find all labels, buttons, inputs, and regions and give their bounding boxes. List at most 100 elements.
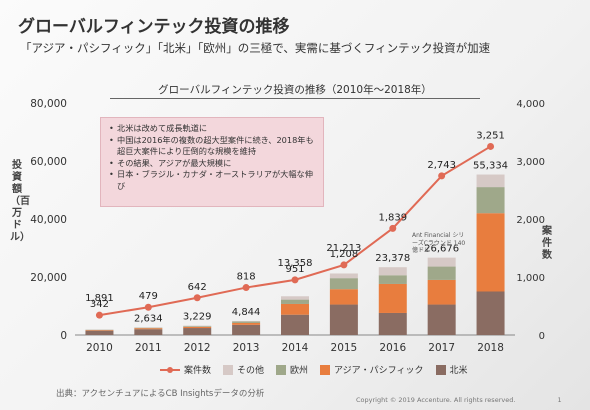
x-tick-label: 2010 xyxy=(86,342,113,354)
y2-tick-label: 4,000 xyxy=(516,99,545,110)
bar-segment xyxy=(281,299,309,304)
y-axis-label-left: 投資額（百万ドル） xyxy=(10,160,30,243)
copyright-text: Copyright © 2019 Accenture. All rights r… xyxy=(356,396,516,404)
bar-segment xyxy=(378,283,407,313)
y2-tick-label: 1,000 xyxy=(516,273,545,284)
deals-point xyxy=(242,284,250,292)
bar-segment xyxy=(281,303,309,315)
y-axis-label-right: 案件数 xyxy=(542,226,552,261)
total-data-label: 3,229 xyxy=(183,312,212,323)
source-note: 出典：アクセンチュアによるCB Insightsデータの分析 xyxy=(56,389,265,399)
deals-point xyxy=(340,261,348,269)
bar-segment xyxy=(85,330,114,335)
bar-segment xyxy=(232,324,261,335)
legend-label: 案件数 xyxy=(184,366,212,376)
x-tick-label: 2015 xyxy=(331,342,358,354)
y-tick-label: 60,000 xyxy=(30,156,67,168)
callout-item: 中国は2016年の複数の超大型案件に続き、2018年も超巨大案件により圧倒的な規… xyxy=(109,135,315,158)
total-data-label: 26,676 xyxy=(424,244,459,255)
total-data-label: 2,634 xyxy=(134,313,163,324)
deals-data-label: 3,251 xyxy=(476,130,505,141)
legend-item-deals: 案件数 xyxy=(160,363,211,376)
x-tick-label: 2018 xyxy=(477,342,504,354)
deals-point xyxy=(193,294,201,302)
callout-item: 北米は改めて成長軌道に xyxy=(109,123,315,135)
bar-segment xyxy=(183,326,212,329)
callout-box: 北米は改めて成長軌道に 中国は2016年の複数の超大型案件に続き、2018年も超… xyxy=(100,117,324,207)
bar-segment xyxy=(85,330,114,331)
x-tick-label: 2012 xyxy=(184,342,211,354)
x-tick-label: 2016 xyxy=(379,342,406,354)
deals-data-label: 951 xyxy=(285,264,304,275)
x-tick-label: 2017 xyxy=(428,342,455,354)
deals-data-label: 1,208 xyxy=(330,249,359,260)
bar-segment xyxy=(427,266,456,280)
legend-swatch xyxy=(435,364,446,375)
bar-segment xyxy=(378,275,407,284)
page-title: グローバルフィンテック投資の推移 xyxy=(18,17,290,37)
legend-item-europe: 欧州 xyxy=(276,363,308,376)
bar-segment xyxy=(476,187,505,214)
legend: 案件数 その他 欧州 アジア・パシフィック 北米 xyxy=(160,363,480,376)
bar-annotation: Ant Financial シリーズCラウンド 140億ドル xyxy=(412,232,466,254)
bar-segment xyxy=(427,257,456,267)
deals-data-label: 642 xyxy=(188,282,207,293)
bar-segment xyxy=(232,321,261,323)
page-subtitle: 「アジア・パシフィック」「北米」「欧州」の三極で、実需に基づくフィンテック投資が… xyxy=(20,41,491,55)
legend-swatch xyxy=(223,364,234,375)
deals-data-label: 818 xyxy=(237,272,256,283)
legend-label: 北米 xyxy=(449,366,468,376)
deals-point xyxy=(438,172,446,180)
bar-segment xyxy=(281,296,309,300)
bar-segment xyxy=(232,322,261,325)
bar-segment xyxy=(134,329,163,335)
bar-segment xyxy=(232,320,261,322)
bar-segment xyxy=(134,328,163,330)
callout-item: 日本・ブラジル・カナダ・オーストラリアが大幅な伸び xyxy=(109,169,315,192)
bar-segment xyxy=(378,312,407,335)
deals-point xyxy=(144,303,152,311)
y2-tick-label: 0 xyxy=(539,331,545,342)
legend-label: 欧州 xyxy=(290,366,309,376)
copyright: Copyright © 2019 Accenture. All rights r… xyxy=(356,396,562,404)
y2-tick-label: 3,000 xyxy=(516,157,545,168)
total-data-label: 4,844 xyxy=(232,307,261,318)
total-data-label: 21,213 xyxy=(326,243,361,254)
bar-segment xyxy=(329,273,358,279)
chart-title-rule xyxy=(110,98,480,99)
y-tick-label: 20,000 xyxy=(30,272,67,284)
chart-title: グローバルフィンテック投資の推移（2010年〜2018年） xyxy=(158,84,432,96)
bar-segment xyxy=(281,314,309,335)
deals-data-label: 2,743 xyxy=(427,160,456,171)
bar-segment xyxy=(329,304,358,335)
x-tick-label: 2013 xyxy=(233,342,260,354)
total-data-label: 13,358 xyxy=(278,258,313,269)
bar-segment xyxy=(183,326,212,327)
bar-segment xyxy=(427,304,456,335)
y-tick-label: 0 xyxy=(60,330,67,342)
total-data-label: 1,891 xyxy=(85,293,114,304)
bar-segment xyxy=(183,328,212,335)
legend-swatch xyxy=(276,364,287,375)
deals-data-label: 342 xyxy=(90,299,109,310)
deals-point xyxy=(291,276,299,284)
deals-point xyxy=(487,142,495,150)
page-number: 1 xyxy=(557,396,562,404)
bar-segment xyxy=(378,267,407,276)
y-tick-label: 40,000 xyxy=(30,214,67,226)
legend-swatch xyxy=(320,364,331,375)
total-data-label: 23,378 xyxy=(375,253,410,264)
legend-item-north-america: 北米 xyxy=(435,363,468,376)
deals-point xyxy=(389,224,397,232)
legend-label: アジア・パシフィック xyxy=(334,366,424,376)
bar-segment xyxy=(329,289,358,305)
callout-item: その結果、アジアが最大規模に xyxy=(109,158,315,170)
legend-item-apac: アジア・パシフィック xyxy=(320,363,424,376)
legend-label: その他 xyxy=(237,366,265,376)
legend-line-swatch xyxy=(160,365,180,375)
total-data-label: 55,334 xyxy=(473,161,508,172)
deals-point xyxy=(95,311,103,319)
bar-segment xyxy=(427,279,456,305)
